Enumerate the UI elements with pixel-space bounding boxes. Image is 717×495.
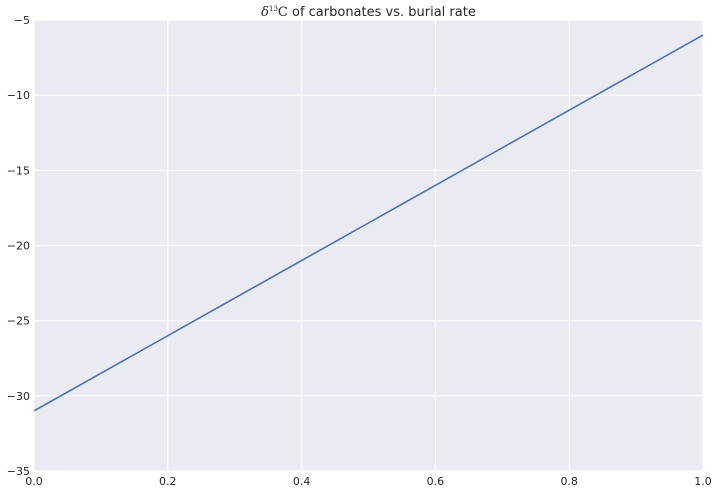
title-element: C [278,5,288,20]
series-group [33,34,704,412]
y-gridlines [34,19,703,472]
y-tick-label: −25 [7,315,30,328]
y-tick-labels: −35 −30 −25 −20 −15 −10 −5 [7,14,30,478]
title-delta-symbol: δ [261,5,269,20]
series-line [33,34,704,412]
y-tick-label: −5 [14,14,30,27]
y-tick-label: −10 [7,89,30,102]
x-tick-label: 0.0 [25,475,43,488]
title-rest: of carbonates vs. burial rate [288,5,476,20]
chart-title: δ13C of carbonates vs. burial rate [261,5,476,20]
x-tick-label: 0.6 [427,475,445,488]
x-tick-label: 1.0 [694,475,712,488]
x-tick-label: 0.4 [293,475,311,488]
y-tick-label: −20 [7,240,30,253]
y-tick-label: −35 [7,465,30,478]
x-tick-label: 0.2 [159,475,177,488]
y-tick-label: −15 [7,164,30,177]
title-superscript: 13 [269,5,278,13]
y-tick-label: −30 [7,390,30,403]
x-tick-labels: 0.0 0.2 0.4 0.6 0.8 1.0 [25,475,712,488]
x-tick-label: 0.8 [560,475,578,488]
